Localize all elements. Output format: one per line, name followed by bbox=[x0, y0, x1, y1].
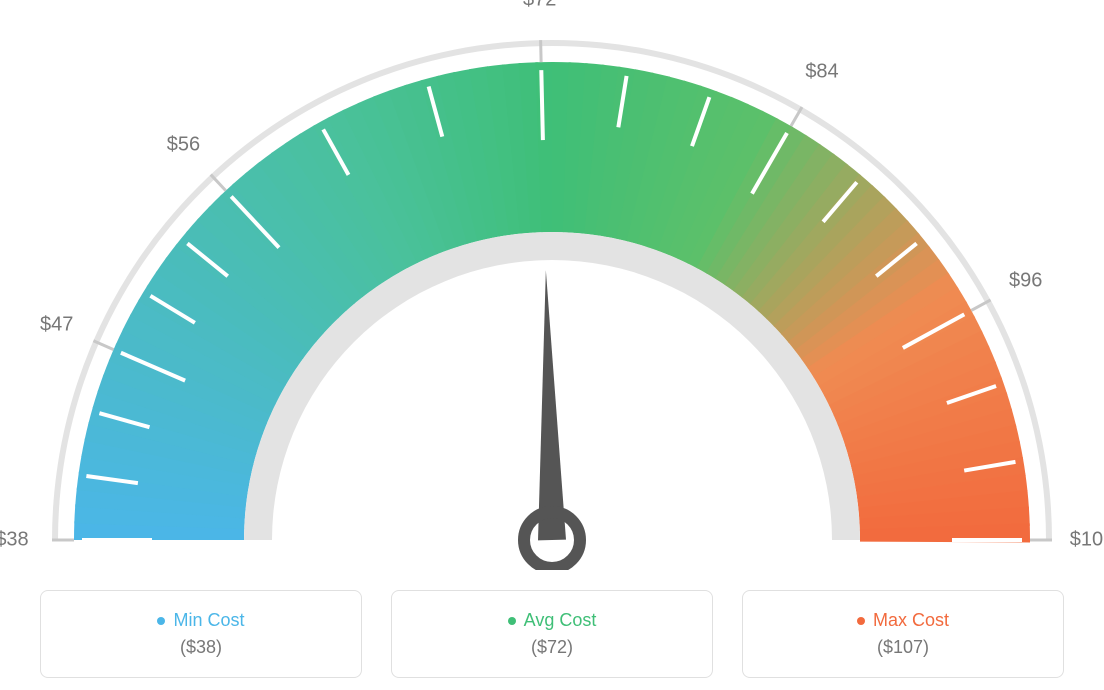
legend-title-max: Max Cost bbox=[857, 610, 949, 631]
gauge-tick-label: $96 bbox=[1009, 269, 1042, 292]
gauge-tick-label: $56 bbox=[167, 134, 200, 157]
legend-dot-avg bbox=[508, 617, 516, 625]
legend-title-avg: Avg Cost bbox=[508, 610, 597, 631]
legend-dot-max bbox=[857, 617, 865, 625]
legend-box-avg: Avg Cost ($72) bbox=[391, 590, 713, 678]
legend-box-max: Max Cost ($107) bbox=[742, 590, 1064, 678]
gauge-tick-label: $72 bbox=[523, 0, 556, 12]
gauge-tick-label: $84 bbox=[805, 61, 838, 84]
legend-label-min: Min Cost bbox=[173, 610, 244, 631]
legend-row: Min Cost ($38) Avg Cost ($72) Max Cost (… bbox=[0, 590, 1104, 690]
gauge-tick-label: $47 bbox=[40, 313, 73, 336]
legend-label-avg: Avg Cost bbox=[524, 610, 597, 631]
legend-value-min: ($38) bbox=[180, 637, 222, 658]
legend-label-max: Max Cost bbox=[873, 610, 949, 631]
gauge-area: $38 $47 $56 $72 $84 $96 $107 bbox=[0, 0, 1104, 570]
gauge-tick-label: $38 bbox=[0, 529, 29, 552]
legend-title-min: Min Cost bbox=[157, 610, 244, 631]
gauge-svg bbox=[0, 0, 1104, 570]
legend-value-max: ($107) bbox=[877, 637, 929, 658]
gauge-chart-container: $38 $47 $56 $72 $84 $96 $107 Min Cost ($38) Av… bbox=[0, 0, 1104, 690]
legend-box-min: Min Cost ($38) bbox=[40, 590, 362, 678]
legend-dot-min bbox=[157, 617, 165, 625]
legend-value-avg: ($72) bbox=[531, 637, 573, 658]
gauge-tick-label: $107 bbox=[1070, 529, 1104, 552]
